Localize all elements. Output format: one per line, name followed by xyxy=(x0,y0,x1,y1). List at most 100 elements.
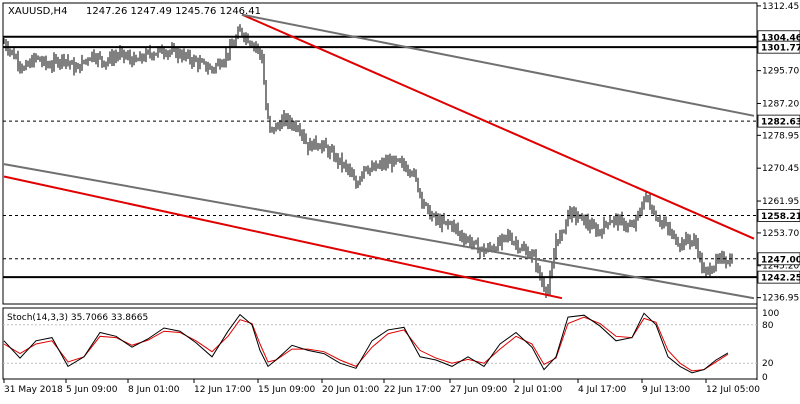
candle-body xyxy=(75,68,77,71)
candle-body xyxy=(443,219,445,223)
candle-body xyxy=(385,161,387,166)
candle-body xyxy=(183,53,185,58)
candle-body xyxy=(159,47,161,50)
candle-body xyxy=(431,215,433,219)
candle-body xyxy=(527,250,529,258)
candle-body xyxy=(53,58,55,66)
level-label: 1282.63 xyxy=(761,118,800,128)
candle-body xyxy=(727,262,729,264)
candle-body xyxy=(539,267,541,279)
candle-body xyxy=(493,248,495,250)
candle-body xyxy=(377,164,379,168)
candle-body xyxy=(205,62,207,69)
candle-body xyxy=(215,65,217,70)
candle-body xyxy=(177,51,179,57)
time-axis-ticks: 31 May 2018 5 Jun 09:00 8 Jun 01:00 12 Jun … xyxy=(3,379,760,395)
candle-body xyxy=(597,230,599,233)
candle-body xyxy=(131,59,133,64)
candle-body xyxy=(147,51,149,53)
candle-body xyxy=(57,59,59,65)
candle-body xyxy=(167,52,169,55)
candle-body xyxy=(115,56,117,58)
candle-body xyxy=(217,62,219,66)
candle-body xyxy=(387,161,389,164)
candle-body xyxy=(79,64,81,70)
candle-body xyxy=(349,169,351,172)
candle-body xyxy=(211,67,213,70)
candle-body xyxy=(9,50,11,52)
stoch-axis-top: 100 xyxy=(762,309,779,319)
candle-body xyxy=(561,231,563,235)
candle-body xyxy=(81,60,83,70)
candle-body xyxy=(641,207,643,214)
time-tick-label: 20 Jun 01:00 xyxy=(322,385,379,395)
candle-body xyxy=(7,47,9,52)
stoch-main-line xyxy=(3,312,729,374)
candle-body xyxy=(265,83,267,109)
candle-body xyxy=(357,183,359,186)
candle-body xyxy=(127,55,129,57)
candle-body xyxy=(463,238,465,241)
price-tick-label: 1261.95 xyxy=(762,197,799,207)
candle-body xyxy=(697,243,699,256)
stoch-level-high-label: 80 xyxy=(762,321,774,331)
candle-body xyxy=(537,266,539,268)
candle-body xyxy=(455,225,457,229)
candle-body xyxy=(101,57,103,62)
candle-body xyxy=(525,249,527,251)
candle-body xyxy=(185,53,187,57)
time-tick-label: 2 Jul 01:00 xyxy=(514,385,563,395)
candle-body xyxy=(329,150,331,154)
candle-body xyxy=(579,215,581,218)
candle-body xyxy=(161,47,163,53)
candle-body xyxy=(391,160,393,166)
candle-body xyxy=(51,65,53,67)
candle-body xyxy=(475,241,477,244)
candle-body xyxy=(73,62,75,71)
candle-body xyxy=(687,236,689,240)
candle-body xyxy=(645,196,647,198)
candle-body xyxy=(677,243,679,246)
candle-body xyxy=(661,221,663,223)
candle-body xyxy=(133,56,135,64)
candle-body xyxy=(143,58,145,60)
candle-body xyxy=(709,268,711,273)
candle-body xyxy=(437,218,439,221)
candle-body xyxy=(227,53,229,55)
price-tick-label: 1245.20 xyxy=(762,262,799,272)
candle-body xyxy=(247,36,249,43)
candle-body xyxy=(501,237,503,244)
candle-body xyxy=(633,225,635,227)
price-tick-label: 1295.70 xyxy=(762,67,799,77)
candle-body xyxy=(371,167,373,169)
level-label-box xyxy=(757,40,800,54)
candle-body xyxy=(479,249,481,253)
candle-body xyxy=(155,53,157,55)
candle-body xyxy=(171,48,173,52)
candle-body xyxy=(29,61,31,66)
candle-body xyxy=(605,222,607,224)
price-axis-ticks: 1312.45 1295.70 1287.20 1278.95 1270.45 1261.… xyxy=(757,2,799,304)
symbol-label: XAUUSD,H4 xyxy=(8,6,67,17)
candle-body xyxy=(181,55,183,58)
candle-body xyxy=(325,142,327,148)
price-tick-label: 1278.95 xyxy=(762,131,799,141)
candle-body xyxy=(175,48,177,57)
candle-body xyxy=(557,239,559,242)
candle-body xyxy=(681,240,683,247)
candle-body xyxy=(359,177,361,184)
candle-body xyxy=(169,51,171,53)
candle-body xyxy=(237,30,239,38)
candle-body xyxy=(27,63,29,66)
candle-body xyxy=(231,44,233,46)
candle-body xyxy=(427,204,429,209)
candle-body xyxy=(529,256,531,258)
candle-body xyxy=(653,212,655,214)
stoch-level-lines xyxy=(3,324,757,364)
candle-body xyxy=(569,210,571,218)
candle-body xyxy=(619,217,621,225)
candle-body xyxy=(319,147,321,149)
candle-body xyxy=(209,67,211,69)
candle-body xyxy=(689,239,691,244)
